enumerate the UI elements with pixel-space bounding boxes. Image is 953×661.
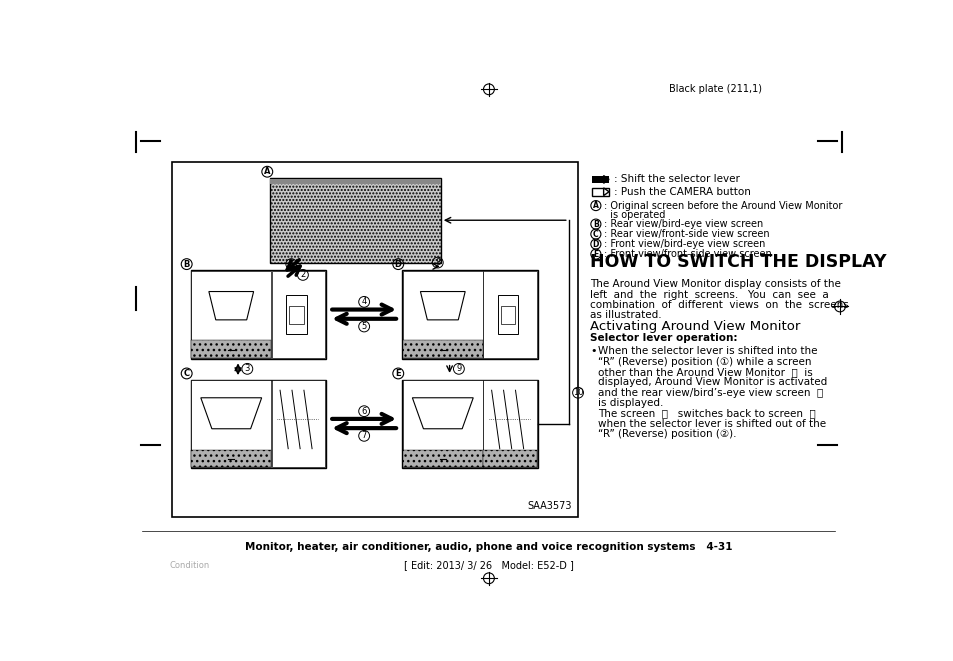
Text: A: A [593, 201, 598, 210]
Bar [483, 380, 537, 467]
Bar [402, 380, 482, 467]
Text: D: D [592, 239, 598, 249]
Bar [483, 271, 537, 358]
Text: other than the Around View Monitor  Ⓐ  is: other than the Around View Monitor Ⓐ is [598, 367, 812, 377]
Text: 1: 1 [289, 260, 294, 268]
Bar [402, 379, 537, 468]
Text: 9: 9 [456, 364, 461, 373]
Text: 6: 6 [361, 407, 367, 416]
Bar [192, 340, 271, 358]
Text: 8: 8 [435, 258, 440, 267]
Polygon shape [603, 176, 608, 183]
Bar [402, 270, 537, 359]
Bar [192, 449, 271, 467]
Bar [497, 295, 517, 334]
Text: E: E [593, 250, 598, 258]
Text: left  and  the  right  screens.   You  can  see  a: left and the right screens. You can see … [590, 290, 828, 299]
Text: is operated: is operated [603, 210, 664, 220]
Bar [483, 449, 537, 467]
Text: : Original screen before the Around View Monitor: : Original screen before the Around View… [603, 200, 841, 211]
Bar [270, 178, 440, 262]
Text: D: D [395, 260, 401, 268]
Bar [402, 340, 482, 358]
Text: “R” (Reverse) position (②).: “R” (Reverse) position (②). [598, 429, 736, 440]
Bar [192, 271, 271, 358]
Bar [272, 380, 325, 467]
Text: : Push the CAMERA button: : Push the CAMERA button [613, 187, 750, 197]
Bar [402, 449, 482, 467]
Bar [500, 305, 515, 323]
Text: HOW TO SWITCH THE DISPLAY: HOW TO SWITCH THE DISPLAY [590, 253, 886, 271]
Text: [ Edit: 2013/ 3/ 26   Model: E52-D ]: [ Edit: 2013/ 3/ 26 Model: E52-D ] [403, 560, 574, 570]
Bar [592, 176, 608, 183]
Text: SAA3573: SAA3573 [527, 500, 571, 510]
Text: 3: 3 [244, 364, 250, 373]
Text: and the rear view/bird’s-eye view screen  Ⓑ: and the rear view/bird’s-eye view screen… [598, 388, 822, 398]
Text: Black plate (211,1): Black plate (211,1) [669, 85, 761, 95]
Text: B: B [593, 219, 598, 229]
Text: “R” (Reverse) position (①) while a screen: “R” (Reverse) position (①) while a scree… [598, 356, 811, 367]
Text: when the selector lever is shifted out of the: when the selector lever is shifted out o… [598, 419, 825, 429]
Text: : Rear view/front-side view screen: : Rear view/front-side view screen [603, 229, 768, 239]
Bar [286, 295, 306, 334]
Text: Activating Around View Monitor: Activating Around View Monitor [590, 319, 800, 332]
Bar [191, 379, 326, 468]
Text: 5: 5 [361, 322, 366, 331]
Text: combination  of  different  views  on  the  screens: combination of different views on the sc… [590, 300, 848, 310]
Text: •: • [590, 346, 597, 356]
Text: C: C [593, 229, 598, 239]
Text: When the selector lever is shifted into the: When the selector lever is shifted into … [598, 346, 817, 356]
Bar [592, 188, 608, 196]
Text: E: E [395, 369, 400, 378]
Text: as illustrated.: as illustrated. [590, 310, 661, 321]
Text: A: A [264, 167, 271, 176]
Text: 4: 4 [361, 297, 366, 306]
Bar [289, 305, 303, 323]
Text: is displayed.: is displayed. [598, 398, 663, 408]
Polygon shape [603, 188, 608, 196]
Text: 7: 7 [361, 432, 367, 440]
Text: Selector lever operation:: Selector lever operation: [590, 333, 738, 343]
Text: : Front view/bird-eye view screen: : Front view/bird-eye view screen [603, 239, 764, 249]
Text: : Shift the selector lever: : Shift the selector lever [613, 175, 739, 184]
Text: : Rear view/bird-eye view screen: : Rear view/bird-eye view screen [603, 219, 762, 229]
Bar [402, 271, 482, 358]
Text: The Around View Monitor display consists of the: The Around View Monitor display consists… [590, 279, 841, 289]
Text: C: C [183, 369, 190, 378]
Text: 2: 2 [300, 270, 305, 280]
Text: B: B [183, 260, 190, 268]
Text: 10: 10 [572, 388, 582, 397]
Bar [191, 270, 326, 359]
Text: Condition: Condition [170, 561, 210, 570]
Text: : Front view/front-side view screen: : Front view/front-side view screen [603, 249, 771, 259]
Text: Monitor, heater, air conditioner, audio, phone and voice recognition systems   4: Monitor, heater, air conditioner, audio,… [245, 542, 732, 552]
Text: displayed, Around View Monitor is activated: displayed, Around View Monitor is activa… [598, 377, 826, 387]
Text: The screen  Ⓑ   switches back to screen  Ⓐ: The screen Ⓑ switches back to screen Ⓐ [598, 408, 815, 418]
Bar [192, 380, 271, 467]
Bar [272, 271, 325, 358]
Bar [172, 163, 578, 517]
Bar [270, 179, 440, 184]
